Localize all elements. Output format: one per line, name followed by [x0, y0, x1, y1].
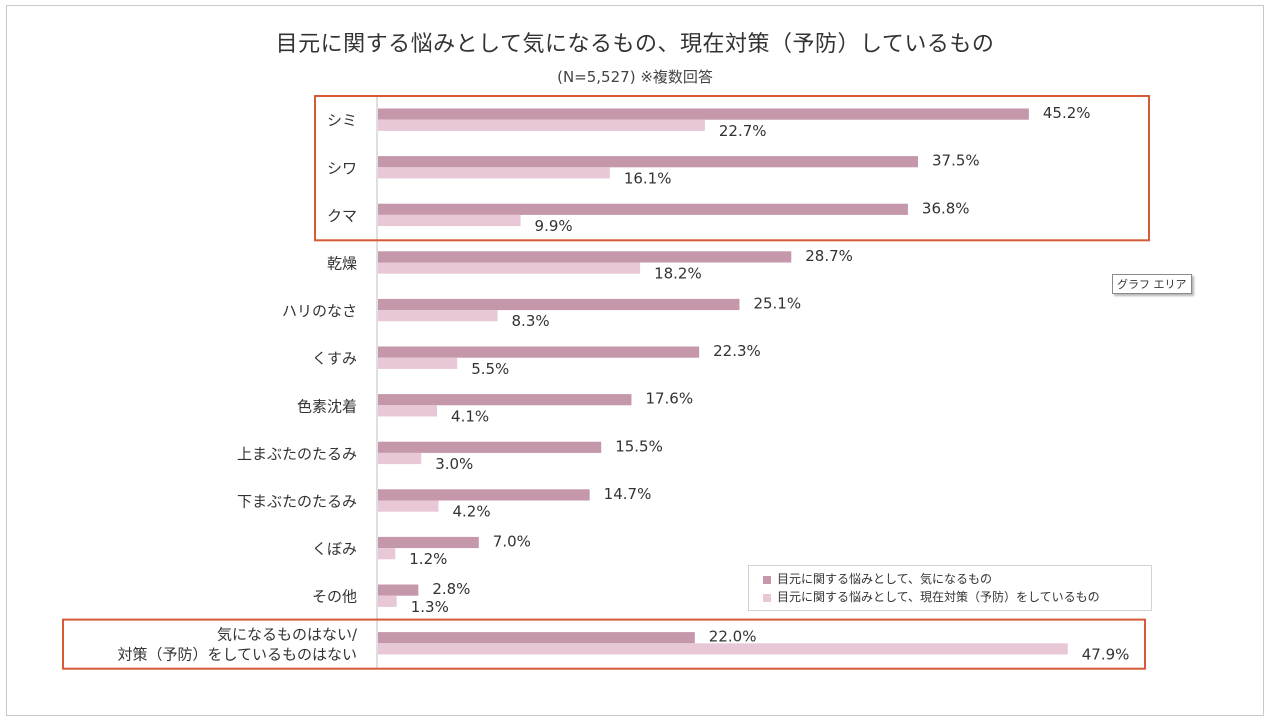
chart-area[interactable]: 目元に関する悩みとして気になるもの、現在対策（予防）しているもの (N=5,52…: [6, 5, 1264, 716]
data-label: 37.5%: [932, 152, 980, 170]
bar-concern[interactable]: [378, 251, 792, 263]
bar-prevention[interactable]: [378, 452, 422, 465]
data-label: 18.2%: [654, 265, 702, 283]
data-label: 8.3%: [512, 312, 550, 330]
legend-label-prevention: 目元に関する悩みとして、現在対策（予防）をしているもの: [777, 590, 1100, 604]
bar-concern[interactable]: [378, 298, 740, 311]
data-label: 28.7%: [805, 247, 853, 265]
bar-prevention[interactable]: [378, 500, 439, 512]
bar-prevention[interactable]: [378, 310, 498, 322]
bar-concern[interactable]: [378, 584, 419, 596]
highlight-box: [62, 618, 1146, 670]
data-label: 22.0%: [709, 628, 757, 646]
bar-prevention[interactable]: [378, 595, 397, 607]
bar-concern[interactable]: [378, 536, 479, 549]
bar-concern[interactable]: [378, 394, 632, 406]
data-label: 4.2%: [452, 503, 490, 521]
bar-prevention[interactable]: [378, 262, 641, 274]
bar-prevention[interactable]: [378, 119, 705, 131]
category-label: くぼみ: [312, 540, 357, 558]
legend-item-concern: 目元に関する悩みとして、気になるもの: [763, 571, 992, 587]
bar-prevention[interactable]: [378, 643, 1068, 655]
data-label: 17.6%: [645, 390, 693, 408]
plot-area[interactable]: シミ 45.2% 22.7% シワ 37.5% 16.1% クマ 36.8% 9.9% 乾燥 28.…: [7, 6, 1263, 715]
data-label: 47.9%: [1082, 645, 1130, 663]
data-label: 1.3%: [411, 598, 449, 616]
chart-subtitle: (N=5,527) ※複数回答: [557, 68, 713, 86]
data-label: 45.2%: [1043, 104, 1091, 122]
legend-swatch-concern: [763, 575, 771, 584]
bar-prevention[interactable]: [378, 214, 521, 227]
legend-swatch-prevention: [763, 593, 771, 602]
bar-concern[interactable]: [378, 156, 918, 168]
data-label: 1.2%: [409, 550, 447, 568]
bar-prevention[interactable]: [378, 405, 438, 417]
bar-prevention[interactable]: [378, 357, 458, 369]
category-label: クマ: [327, 207, 357, 225]
data-label: 3.0%: [435, 455, 473, 473]
data-label: 9.9%: [535, 217, 573, 235]
category-label: 上まぶたのたるみ: [237, 445, 357, 463]
bar-concern[interactable]: [378, 203, 908, 215]
category-label: くすみ: [312, 350, 357, 368]
data-label: 36.8%: [922, 199, 970, 217]
category-label: 色素沈着: [297, 397, 357, 415]
data-label: 15.5%: [615, 437, 663, 455]
bar-concern[interactable]: [378, 489, 590, 501]
bar-concern[interactable]: [378, 441, 602, 453]
category-label: ハリのなさ: [282, 302, 357, 320]
bar-concern[interactable]: [378, 632, 695, 644]
highlight-box: [314, 95, 1150, 242]
data-label: 14.7%: [604, 485, 652, 503]
chart-title: 目元に関する悩みとして気になるもの、現在対策（予防）しているもの: [275, 32, 995, 57]
data-label: 5.5%: [471, 360, 509, 378]
category-label: 乾燥: [327, 255, 357, 273]
data-label: 4.1%: [451, 407, 489, 425]
category-label: 下まぶたのたるみ: [237, 493, 357, 511]
data-label: 25.1%: [753, 295, 801, 313]
chart-area-tooltip: グラフ エリア: [1112, 274, 1192, 294]
data-label: 7.0%: [493, 533, 531, 551]
data-label: 22.7%: [719, 122, 767, 140]
data-label: 22.3%: [713, 342, 761, 360]
legend-label-concern: 目元に関する悩みとして、気になるもの: [777, 572, 993, 586]
data-label: 16.1%: [624, 169, 672, 187]
bar-concern[interactable]: [378, 108, 1029, 120]
category-label: 対策（予防）をしているものはない: [117, 645, 357, 663]
category-label: シミ: [327, 112, 357, 130]
bar-prevention[interactable]: [378, 167, 610, 179]
bar-prevention[interactable]: [378, 548, 396, 560]
data-label: 2.8%: [432, 580, 470, 598]
legend[interactable]: 目元に関する悩みとして、気になるもの 目元に関する悩みとして、現在対策（予防）を…: [748, 565, 1152, 611]
category-label: シワ: [327, 159, 357, 177]
category-label: 気になるものはない/: [217, 625, 358, 643]
category-label: その他: [312, 588, 357, 606]
legend-item-prevention: 目元に関する悩みとして、現在対策（予防）をしているもの: [763, 589, 1100, 605]
bar-concern[interactable]: [378, 346, 700, 358]
